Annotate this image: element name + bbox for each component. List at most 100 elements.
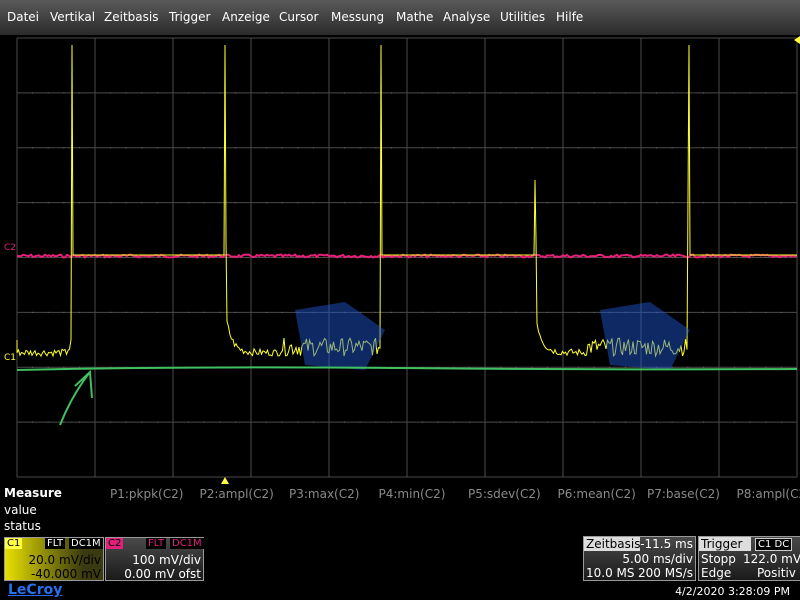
grid-dot xyxy=(624,366,627,368)
grid-dot xyxy=(141,256,143,259)
menu-item[interactable]: Analyse xyxy=(443,10,491,24)
grid-dot xyxy=(63,366,65,368)
menu-item[interactable]: Messung xyxy=(331,10,385,24)
grid-dot xyxy=(734,366,736,368)
grid-dot xyxy=(500,421,502,423)
grid-dot xyxy=(515,202,517,204)
grid-dot xyxy=(359,421,361,423)
grid-dot xyxy=(671,256,673,259)
menu-item[interactable]: Cursor xyxy=(279,10,319,24)
grid-dot xyxy=(422,202,424,204)
grid-dot xyxy=(422,421,424,423)
trigger-source: C1 DC xyxy=(755,538,793,551)
grid-dot xyxy=(375,92,377,94)
grid-dot xyxy=(422,256,424,259)
grid-dot xyxy=(219,147,221,149)
menu-item[interactable]: Datei xyxy=(7,10,40,24)
grid-dot xyxy=(31,92,34,94)
measure-param[interactable]: P6:mean(C2) xyxy=(557,487,636,501)
grid-dot xyxy=(47,256,49,259)
grid-dot xyxy=(593,202,595,204)
grid-dot xyxy=(515,366,517,368)
grid-dot xyxy=(453,256,455,259)
menu-item[interactable]: Trigger xyxy=(169,10,211,24)
annotation-line xyxy=(16,366,798,371)
grid-dot xyxy=(437,92,439,94)
grid-dot xyxy=(671,147,673,149)
grid-dot xyxy=(63,147,65,149)
grid-dot xyxy=(765,256,767,259)
grid-dot xyxy=(734,256,736,259)
trigger-panel[interactable]: Trigger C1 DC Stopp 122.0 mV Edge Positi… xyxy=(698,536,800,581)
c1-trace xyxy=(16,44,797,358)
grid-dot xyxy=(219,202,221,204)
grid-dot xyxy=(110,421,112,423)
menu-item[interactable]: Anzeige xyxy=(222,10,270,24)
grid-dot xyxy=(656,92,658,94)
timebase-panel[interactable]: Zeitbasis -11.5 ms 5.00 ms/div 10.0 MS 2… xyxy=(583,536,696,581)
grid-dot xyxy=(500,147,502,149)
trigger-slope: Positiv xyxy=(757,566,796,580)
grid-dot xyxy=(624,311,627,313)
grid-dot xyxy=(624,256,627,259)
measure-param[interactable]: P1:pkpk(C2) xyxy=(110,487,184,501)
c1-panel[interactable]: C1 FLT DC1M 20.0 mV/div -40.000 mV xyxy=(4,537,104,581)
grid-dot xyxy=(702,202,705,204)
grid-dot xyxy=(297,202,299,204)
grid-dot xyxy=(546,256,549,259)
brand: LeCroy xyxy=(8,582,63,598)
grid-dot xyxy=(203,147,205,149)
grid-dot xyxy=(437,421,439,423)
measure-param[interactable]: P8:ampl(C2) xyxy=(736,487,800,501)
grid-dot xyxy=(78,92,80,94)
c2-panel[interactable]: C2 FLT DC1M 100 mV/div 0.00 mV ofst xyxy=(105,537,204,581)
c2-marker: C2 xyxy=(4,243,17,253)
menu-item[interactable]: Zeitbasis xyxy=(104,10,159,24)
grid-dot xyxy=(609,366,611,368)
grid-dot xyxy=(593,311,595,313)
coupling: DC1M xyxy=(69,538,103,549)
grid-dot xyxy=(344,92,346,94)
menu-item[interactable]: Vertikal xyxy=(50,10,96,24)
grid-dot xyxy=(47,311,49,313)
grid-dot xyxy=(734,147,736,149)
scale: 20.0 mV/div xyxy=(28,553,101,567)
grid-dot xyxy=(312,421,314,423)
measure-param[interactable]: P4:min(C2) xyxy=(378,487,446,501)
menu-item[interactable]: Hilfe xyxy=(556,10,584,24)
measure-param[interactable]: P2:ampl(C2) xyxy=(199,487,274,501)
grid-dot xyxy=(609,421,611,423)
grid-dot xyxy=(375,147,377,149)
grid-dot xyxy=(437,147,439,149)
grid-dot xyxy=(31,366,34,368)
grid-dot xyxy=(375,311,377,313)
measure-row: value xyxy=(4,503,37,517)
measure-param[interactable]: P5:sdev(C2) xyxy=(468,487,541,501)
grid-dot xyxy=(219,421,221,423)
menu-item[interactable]: Utilities xyxy=(500,10,546,24)
grid-dot xyxy=(734,92,736,94)
grid-dot xyxy=(702,366,705,368)
grid-dot xyxy=(765,421,767,423)
grid-dot xyxy=(110,202,112,204)
samples: 10.0 MS xyxy=(586,566,635,580)
grid-dot xyxy=(78,366,80,368)
delay: -11.5 ms xyxy=(640,537,693,551)
grid-dot xyxy=(203,421,205,423)
measure-param[interactable]: P3:max(C2) xyxy=(289,487,360,501)
grid-dot xyxy=(515,92,517,94)
menu-item[interactable]: Mathe xyxy=(396,10,434,24)
grid-dot xyxy=(31,311,34,313)
grid-dot xyxy=(578,421,580,423)
grid-dot xyxy=(188,147,190,149)
grid-dot xyxy=(578,147,580,149)
grid-dot xyxy=(125,421,127,423)
grid-dot xyxy=(297,92,299,94)
grid-dot xyxy=(297,421,299,423)
grid-dot xyxy=(219,92,221,94)
grid-dot xyxy=(47,366,49,368)
grid-dot xyxy=(515,421,517,423)
measure-param[interactable]: P7:base(C2) xyxy=(647,487,720,501)
grid-dot xyxy=(515,311,517,313)
